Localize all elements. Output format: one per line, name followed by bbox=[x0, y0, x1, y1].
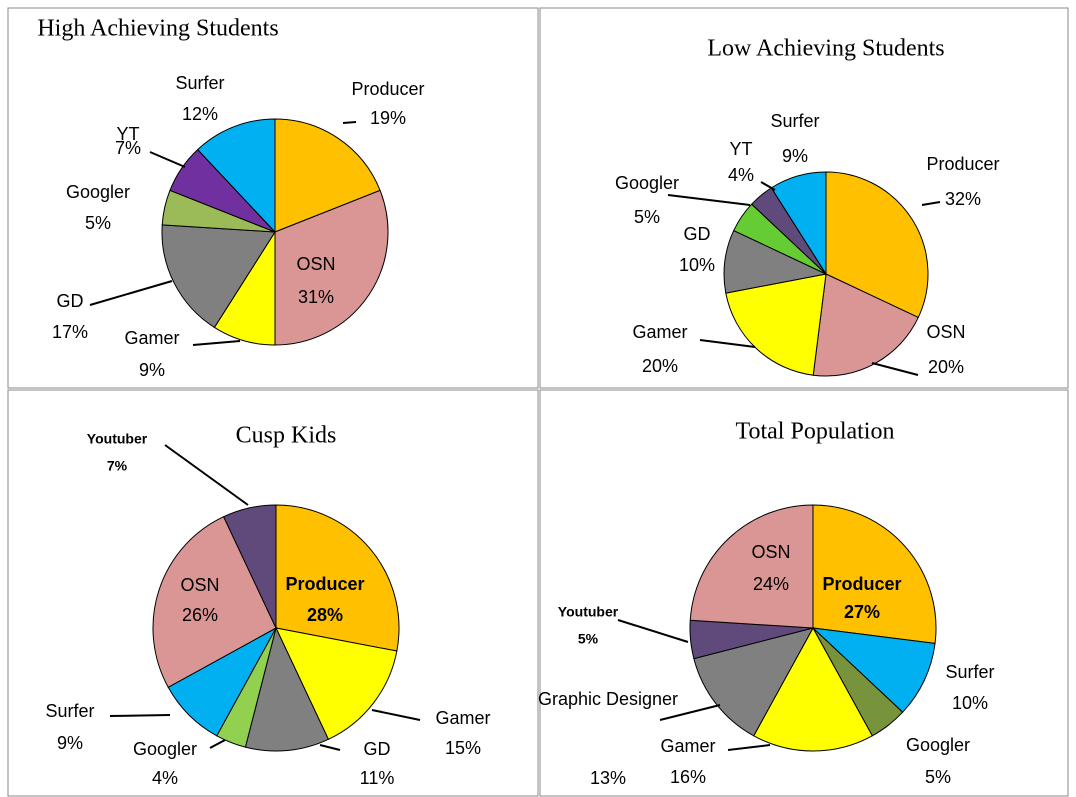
slice-label: YT bbox=[729, 139, 752, 159]
pie-slice bbox=[244, 626, 330, 752]
leader-line bbox=[760, 181, 776, 191]
leader-line bbox=[342, 121, 357, 124]
slice-value-label: 12% bbox=[182, 104, 218, 124]
leader-line bbox=[659, 704, 721, 721]
slice-value-label: 5% bbox=[578, 631, 599, 647]
slice-label: Surfer bbox=[945, 662, 994, 682]
slice-label: Youtuber bbox=[558, 604, 619, 620]
pie-slice bbox=[825, 171, 929, 319]
chart-title: Total Population bbox=[736, 419, 895, 445]
pie-slice bbox=[275, 504, 400, 652]
leader-line bbox=[89, 280, 173, 306]
slice-value-label: 19% bbox=[370, 108, 406, 128]
slice-value-label: 4% bbox=[152, 768, 178, 788]
pie-slice bbox=[725, 273, 827, 376]
leader-line bbox=[164, 444, 249, 506]
slice-value-label: 11% bbox=[360, 768, 395, 788]
pie-slice bbox=[753, 626, 873, 752]
leader-line bbox=[319, 744, 341, 751]
leader-line bbox=[371, 709, 421, 721]
leader-line bbox=[921, 201, 941, 206]
slice-value-label: 10% bbox=[952, 693, 988, 713]
slice-label: Googler bbox=[615, 173, 679, 193]
leader-line bbox=[192, 340, 241, 346]
slice-label: Producer bbox=[285, 574, 364, 594]
pie-slice bbox=[689, 504, 814, 629]
slice-value-label: 27% bbox=[844, 602, 880, 622]
slice-value-label: 15% bbox=[445, 738, 481, 758]
slice-value-label: 9% bbox=[139, 360, 165, 380]
slice-value-label: 4% bbox=[728, 165, 754, 185]
slice-label: Surfer bbox=[175, 73, 224, 93]
slice-label: Producer bbox=[822, 574, 901, 594]
slice-label: GD bbox=[57, 291, 84, 311]
pie-slice bbox=[196, 118, 276, 234]
slice-label: YT bbox=[116, 124, 139, 144]
pie-slice bbox=[275, 627, 398, 740]
slice-label: Gamer bbox=[632, 322, 687, 342]
slice-value-label: 7% bbox=[107, 458, 128, 474]
slice-label: Producer bbox=[926, 154, 999, 174]
slice-label: GD bbox=[364, 739, 391, 759]
slice-label: Surfer bbox=[45, 701, 94, 721]
slice-value-label: 26% bbox=[182, 605, 218, 625]
slice-label: Graphic Designer bbox=[538, 689, 678, 709]
slice-value-label: 5% bbox=[925, 767, 951, 787]
slice-label: Gamer bbox=[124, 328, 179, 348]
leader-line bbox=[871, 362, 919, 376]
slice-value-label: 13% bbox=[590, 768, 626, 788]
slice-label: OSN bbox=[296, 254, 335, 274]
panel-border bbox=[539, 7, 1069, 389]
slice-label: Youtuber bbox=[87, 431, 148, 447]
slice-label: OSN bbox=[751, 542, 790, 562]
pie-slice bbox=[222, 504, 277, 629]
slice-value-label: 28% bbox=[307, 605, 343, 625]
slice-value-label: 32% bbox=[945, 189, 981, 209]
slice-label: Googler bbox=[133, 739, 197, 759]
slice-value-label: 20% bbox=[928, 357, 964, 377]
slice-label: Producer bbox=[351, 79, 424, 99]
slice-value-label: 17% bbox=[52, 322, 88, 342]
slice-value-label: 31% bbox=[298, 287, 334, 307]
pie-slice bbox=[152, 516, 277, 688]
chart-title: Low Achieving Students bbox=[707, 36, 944, 62]
slice-label: Surfer bbox=[770, 111, 819, 131]
slice-label: GD bbox=[684, 224, 711, 244]
slice-value-label: 9% bbox=[782, 146, 808, 166]
panel-border bbox=[7, 389, 539, 797]
slice-value-label: 5% bbox=[634, 207, 660, 227]
slice-value-label: 20% bbox=[642, 356, 678, 376]
leader-line bbox=[109, 714, 171, 717]
pie-slice bbox=[812, 504, 937, 644]
slice-value-label: 10% bbox=[679, 255, 715, 275]
leader-line bbox=[699, 339, 756, 348]
panel-border bbox=[7, 7, 539, 389]
slice-value-label: 24% bbox=[753, 574, 789, 594]
slice-label: OSN bbox=[926, 322, 965, 342]
leader-line bbox=[617, 619, 689, 643]
pie-slice bbox=[161, 224, 276, 329]
leader-line bbox=[149, 151, 186, 168]
pie-slice bbox=[811, 627, 936, 713]
slice-value-label: 16% bbox=[670, 767, 706, 787]
chart-title: High Achieving Students bbox=[37, 16, 278, 42]
chart-title: Cusp Kids bbox=[236, 423, 337, 449]
pie-slice bbox=[274, 189, 389, 346]
panel-border bbox=[539, 389, 1069, 797]
slice-value-label: 5% bbox=[85, 213, 111, 233]
slice-label: OSN bbox=[180, 575, 219, 595]
slice-label: Googler bbox=[66, 182, 130, 202]
slice-label: Googler bbox=[906, 735, 970, 755]
pie-slice bbox=[693, 627, 814, 737]
leader-line bbox=[727, 744, 771, 751]
leader-line bbox=[209, 739, 226, 749]
slice-label: Gamer bbox=[660, 736, 715, 756]
pie-slice bbox=[274, 118, 381, 233]
leader-line bbox=[667, 194, 751, 206]
slice-label: Gamer bbox=[435, 708, 490, 728]
slice-value-label: 9% bbox=[57, 733, 83, 753]
slice-value-label: 7% bbox=[115, 138, 141, 158]
